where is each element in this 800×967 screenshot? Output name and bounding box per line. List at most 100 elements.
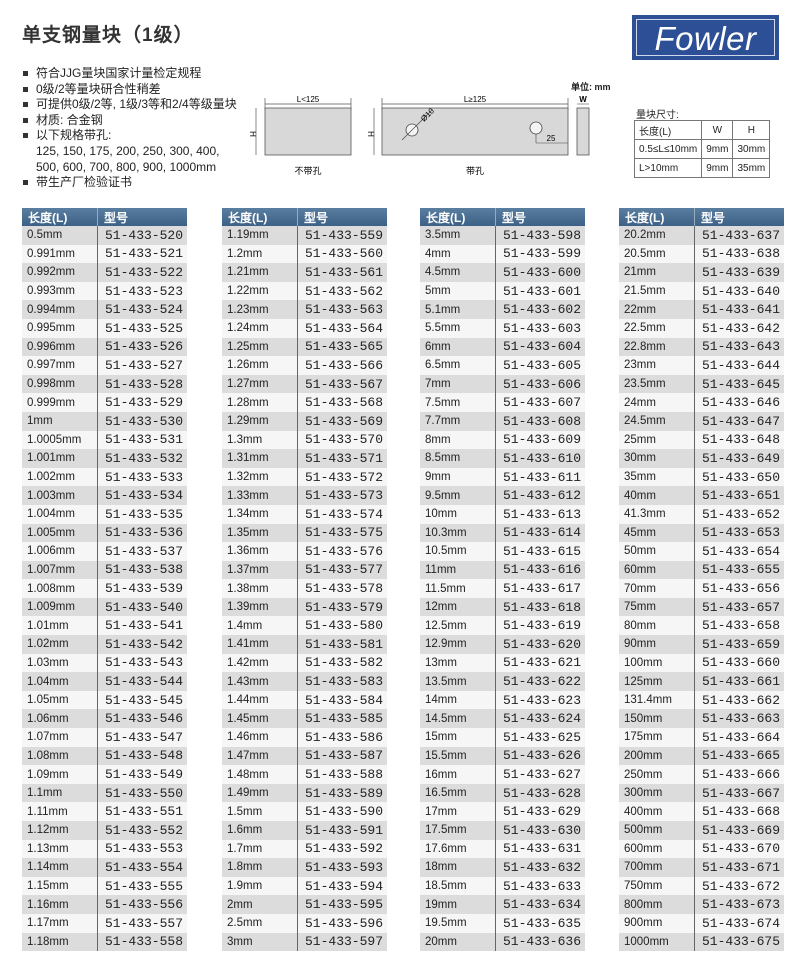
model-number-cell: 51-433-601 [495, 281, 585, 301]
model-number-cell: 51-433-586 [297, 728, 387, 747]
length-cell: 5.1mm [420, 300, 496, 319]
model-number-cell: 51-433-565 [297, 337, 387, 357]
model-number-cell: 51-433-652 [694, 504, 784, 524]
table-row: 1.009mm 51-433-540 [22, 597, 187, 617]
table-row: 9.5mm 51-433-612 [420, 486, 585, 505]
model-number-cell: 51-433-541 [97, 616, 187, 636]
model-number-cell: 51-433-520 [97, 226, 187, 245]
model-number-cell: 51-433-582 [297, 653, 387, 673]
gauge-block-diagram: L<125 H 不带孔 L≥125 H Ø10 25 带孔 W [248, 95, 590, 176]
model-number-cell: 51-433-546 [97, 709, 187, 729]
length-cell: 1.1mm [22, 783, 98, 803]
model-number-cell: 51-433-534 [97, 486, 187, 505]
model-number-cell: 51-433-623 [495, 690, 585, 710]
model-number-cell: 51-433-658 [694, 616, 784, 636]
length-cell: 1.21mm [222, 263, 298, 282]
table-row: 1.05mm 51-433-545 [22, 690, 187, 710]
table-row: 13.5mm 51-433-622 [420, 672, 585, 691]
diagram-side: W [576, 95, 590, 156]
table-row: 3.5mm 51-433-598 [420, 226, 585, 245]
length-cell: 0.995mm [22, 318, 98, 338]
table-row: 25mm 51-433-648 [619, 430, 784, 450]
model-number-cell: 51-433-556 [97, 895, 187, 914]
table-row: 1.007mm 51-433-538 [22, 560, 187, 580]
dimension-header-row: 长度(L) W H [633, 120, 771, 140]
length-cell: 11mm [420, 560, 496, 580]
table-row: 23mm 51-433-644 [619, 356, 784, 375]
unit-label: 单位: mm [571, 82, 611, 92]
length-cell: 5.5mm [420, 318, 496, 338]
model-number-cell: 51-433-584 [297, 690, 387, 710]
table-row: 1.7mm 51-433-592 [222, 839, 387, 859]
table-row: 300mm 51-433-667 [619, 783, 784, 803]
model-number-cell: 51-433-643 [694, 337, 784, 357]
length-cell: 1mm [22, 411, 98, 431]
table-row: 13mm 51-433-621 [420, 653, 585, 673]
table-row: 22mm 51-433-641 [619, 300, 784, 319]
model-number-cell: 51-433-555 [97, 876, 187, 896]
model-number-cell: 51-433-664 [694, 728, 784, 747]
feature-list: 符合JJG量块国家计量检定规程 0级/2等量块研合性稍差 可提供0级/2等, 1级/… [22, 66, 237, 191]
model-number-cell: 51-433-620 [495, 635, 585, 654]
table-row: 1.25mm 51-433-565 [222, 337, 387, 357]
dimension-header-cell: 长度(L) [633, 120, 703, 140]
table-row: 0.5mm 51-433-520 [22, 226, 187, 245]
model-number-cell: 51-433-666 [694, 765, 784, 784]
model-number-cell: 51-433-625 [495, 728, 585, 747]
table-row: 500mm 51-433-669 [619, 821, 784, 840]
table-row: 7.7mm 51-433-608 [420, 411, 585, 431]
length-cell: 16mm [420, 765, 496, 784]
length-cell: 30mm [619, 449, 695, 468]
length-cell: 1.15mm [22, 876, 98, 896]
table-row: 6.5mm 51-433-605 [420, 356, 585, 375]
table-row: 1.43mm 51-433-583 [222, 672, 387, 691]
length-cell: 1.44mm [222, 690, 298, 710]
model-number-cell: 51-433-650 [694, 467, 784, 487]
table-row: 24mm 51-433-646 [619, 393, 784, 412]
model-number-cell: 51-433-540 [97, 597, 187, 617]
table-row: 1.2mm 51-433-560 [222, 244, 387, 264]
model-number-cell: 51-433-543 [97, 653, 187, 673]
table-row: 1.31mm 51-433-571 [222, 449, 387, 468]
table-row: 50mm 51-433-654 [619, 542, 784, 561]
model-number-cell: 51-433-617 [495, 579, 585, 598]
model-number-cell: 51-433-611 [495, 467, 585, 487]
length-cell: 1.005mm [22, 523, 98, 543]
length-cell: 6mm [420, 337, 496, 357]
table-row: 1.44mm 51-433-584 [222, 690, 387, 710]
table-row: 5.5mm 51-433-603 [420, 318, 585, 338]
table-row: 1.21mm 51-433-561 [222, 263, 387, 282]
table-row: 16.5mm 51-433-628 [420, 783, 585, 803]
dimension-row: L>10mm 9mm 35mm [633, 158, 771, 178]
table-row: 60mm 51-433-655 [619, 560, 784, 580]
length-cell: 1.31mm [222, 449, 298, 468]
length-cell: 1.19mm [222, 226, 298, 245]
length-cell: 21.5mm [619, 281, 695, 301]
model-number-cell: 51-433-657 [694, 597, 784, 617]
model-number-cell: 51-433-562 [297, 281, 387, 301]
model-number-cell: 51-433-610 [495, 449, 585, 468]
model-number-cell: 51-433-537 [97, 542, 187, 561]
length-cell: 18.5mm [420, 876, 496, 896]
model-number-cell: 51-433-600 [495, 263, 585, 282]
feature-item: 带生产厂检验证书 [22, 175, 237, 191]
length-cell: 10.5mm [420, 542, 496, 561]
table-row: 1.26mm 51-433-566 [222, 356, 387, 375]
length-cell: 1.003mm [22, 486, 98, 505]
model-number-cell: 51-433-634 [495, 895, 585, 914]
model-number-cell: 51-433-635 [495, 913, 585, 933]
length-cell: 13.5mm [420, 672, 496, 691]
table-row: 8mm 51-433-609 [420, 430, 585, 450]
model-number-cell: 51-433-640 [694, 281, 784, 301]
length-cell: 5mm [420, 281, 496, 301]
model-column-header: 型号 [297, 208, 387, 226]
length-cell: 14.5mm [420, 709, 496, 729]
table-row: 1mm 51-433-530 [22, 411, 187, 431]
model-number-cell: 51-433-648 [694, 430, 784, 450]
table-row: 21.5mm 51-433-640 [619, 281, 784, 301]
length-cell: 22mm [619, 300, 695, 319]
table-row: 1.07mm 51-433-547 [22, 728, 187, 747]
table-row: 10mm 51-433-613 [420, 504, 585, 524]
model-number-cell: 51-433-671 [694, 858, 784, 877]
model-number-cell: 51-433-579 [297, 597, 387, 617]
